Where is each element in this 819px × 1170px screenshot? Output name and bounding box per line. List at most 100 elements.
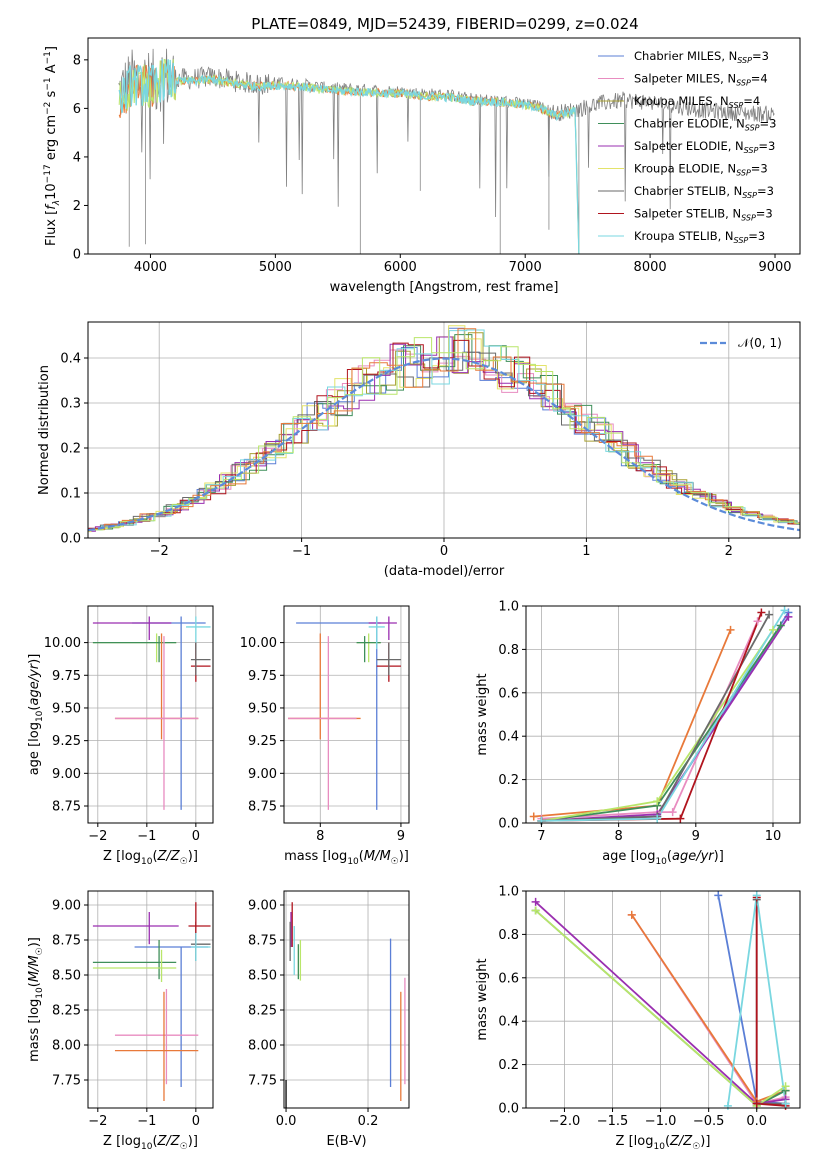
mass-weight-line — [541, 620, 759, 820]
x-tick-label: −2 — [88, 829, 107, 844]
legend-label: Chabrier MILES, NSSP=3 — [634, 49, 769, 65]
legend-label: Chabrier STELIB, NSSP=3 — [634, 184, 774, 200]
y-tick-label: 1.0 — [498, 600, 519, 615]
y-axis-label: Flux [fλ10−17 erg cm−2 s−1 A−1] — [43, 46, 62, 246]
y-tick-label: 0.2 — [498, 1058, 519, 1073]
y-tick-label: 0.6 — [498, 971, 519, 986]
residual-histogram-step — [88, 329, 800, 531]
x-axis-label: (data-model)/error — [384, 564, 505, 579]
axes-frame — [283, 605, 410, 824]
y-tick-label: 0.2 — [60, 442, 81, 457]
mass-weight-marker — [752, 1099, 761, 1108]
y-tick-label: 8.50 — [248, 969, 277, 984]
legend-label-gaussian: 𝒩(0, 1) — [738, 336, 782, 350]
x-tick-label: −1.5 — [597, 1114, 629, 1129]
y-tick-label: 8.75 — [248, 934, 277, 949]
y-tick-label: 0.8 — [498, 643, 519, 658]
mass-weight-marker — [723, 1101, 732, 1110]
y-tick-label: 8.75 — [52, 800, 81, 815]
y-tick-label: 9.00 — [52, 899, 81, 914]
y-tick-label: 10.00 — [240, 636, 277, 651]
x-tick-label: 0 — [192, 1114, 200, 1129]
panel-mass_vs_Z: −2 −1 0 7.75 8.00 8.25 8.50 8.75 9.00 Z [log10(Z/… — [27, 890, 214, 1152]
y-tick-label: 10.00 — [44, 636, 81, 651]
y-tick-label: 8.75 — [248, 800, 277, 815]
panel-spectrum: Chabrier MILES, NSSP=3 Salpeter MILES, NS… — [43, 37, 801, 295]
legend-label: Salpeter ELODIE, NSSP=3 — [634, 139, 775, 155]
x-tick-label: 1 — [582, 544, 590, 559]
mass-weight-marker — [752, 891, 761, 900]
plot-area-mass_vs_Z — [92, 902, 211, 1101]
x-tick-label: −1 — [137, 1114, 156, 1129]
mass-weight-marker — [653, 814, 662, 823]
panel-massweight_vs_age: 7 8 9 10 0.0 0.2 0.4 0.6 0.8 1.0 age [log10(age/yr… — [475, 600, 801, 867]
y-tick-label: 8 — [73, 53, 81, 68]
x-axis-label: Z [log10(Z/Z☉)] — [616, 1134, 711, 1152]
y-axis-label: age [log10(age/yr)] — [27, 654, 45, 776]
y-axis-label: mass weight — [475, 958, 490, 1040]
x-tick-label: −1.0 — [645, 1114, 677, 1129]
x-tick-label: 7 — [537, 829, 545, 844]
panel-massweight_vs_Z: −2.0 −1.5 −1.0 −0.5 0.0 0.0 0.2 0.4 0.6 0.8 1.0 Z [… — [475, 885, 801, 1152]
x-tick-label: −1 — [292, 544, 311, 559]
x-tick-label: 8 — [316, 829, 324, 844]
x-axis-label: Z [log10(Z/Z☉)] — [103, 1134, 198, 1152]
y-tick-label: 9.50 — [52, 701, 81, 716]
y-tick-label: 8.00 — [52, 1039, 81, 1054]
axes-frame — [525, 890, 801, 1109]
y-tick-label: 9.00 — [248, 767, 277, 782]
panel-mass_vs_ebv: 0.0 0.2 7.75 8.00 8.25 8.50 8.75 9.00 E(B-V) — [248, 890, 410, 1149]
x-tick-label: −2 — [88, 1114, 107, 1129]
y-tick-label: 0.0 — [498, 1102, 519, 1117]
y-tick-label: 9.50 — [248, 701, 277, 716]
y-tick-label: 8.25 — [248, 1004, 277, 1019]
mass-weight-marker — [781, 1082, 790, 1091]
x-tick-label: 10 — [765, 829, 782, 844]
mass-weight-marker — [784, 612, 793, 621]
plot-area-mass_vs_ebv — [285, 902, 406, 1108]
panel-age_vs_Z: −2 −1 0 8.75 9.00 9.25 9.50 9.75 10.00 Z [log10(Z… — [27, 605, 214, 867]
x-tick-label: 9000 — [758, 260, 791, 275]
mass-weight-line — [541, 629, 774, 822]
x-tick-label: 9 — [397, 829, 405, 844]
axes-frame — [87, 605, 214, 824]
mass-weight-marker — [627, 910, 636, 919]
y-tick-label: 1.0 — [498, 885, 519, 900]
mass-weight-marker — [676, 814, 685, 823]
y-tick-label: 8.25 — [52, 1004, 81, 1019]
mass-weight-marker — [714, 891, 723, 900]
y-tick-label: 7.75 — [52, 1074, 81, 1089]
y-tick-label: 2 — [73, 199, 81, 214]
y-tick-label: 0.6 — [498, 686, 519, 701]
y-tick-label: 0.3 — [60, 397, 81, 412]
x-axis-label: Z [log10(Z/Z☉)] — [103, 849, 198, 867]
y-tick-label: 0.2 — [498, 773, 519, 788]
x-tick-label: −0.5 — [693, 1114, 725, 1129]
mass-weight-marker — [726, 625, 735, 634]
x-tick-label: 2 — [725, 544, 733, 559]
model-spectrum-line — [118, 58, 580, 254]
x-tick-label: 8000 — [634, 260, 667, 275]
y-tick-label: 0.4 — [60, 352, 81, 367]
x-tick-label: 7000 — [509, 260, 542, 275]
mass-weight-marker — [780, 606, 789, 615]
y-tick-label: 9.00 — [52, 767, 81, 782]
x-tick-label: 4000 — [134, 260, 167, 275]
y-tick-label: 8.75 — [52, 934, 81, 949]
residual-histogram-step — [88, 351, 800, 531]
axes-frame — [87, 37, 801, 255]
panel-residuals: 𝒩(0, 1) −2 −1 0 1 2 0.0 0.1 0.2 0.3 0.4 (data-model… — [37, 321, 801, 579]
x-tick-label: 0.0 — [276, 1114, 297, 1129]
y-tick-label: 0.0 — [498, 817, 519, 832]
x-tick-label: −2.0 — [549, 1114, 581, 1129]
y-tick-label: 9.00 — [248, 899, 277, 914]
mass-weight-marker — [531, 906, 540, 915]
x-axis-label: mass [log10(M/M☉)] — [284, 849, 409, 867]
y-tick-label: 0.8 — [498, 928, 519, 943]
y-tick-label: 6 — [73, 102, 81, 117]
residual-histogram-step — [88, 337, 800, 531]
legend-label: Salpeter MILES, NSSP=4 — [634, 72, 768, 88]
y-tick-label: 0.1 — [60, 487, 81, 502]
mass-weight-marker — [753, 617, 762, 626]
x-tick-label: 0 — [192, 829, 200, 844]
